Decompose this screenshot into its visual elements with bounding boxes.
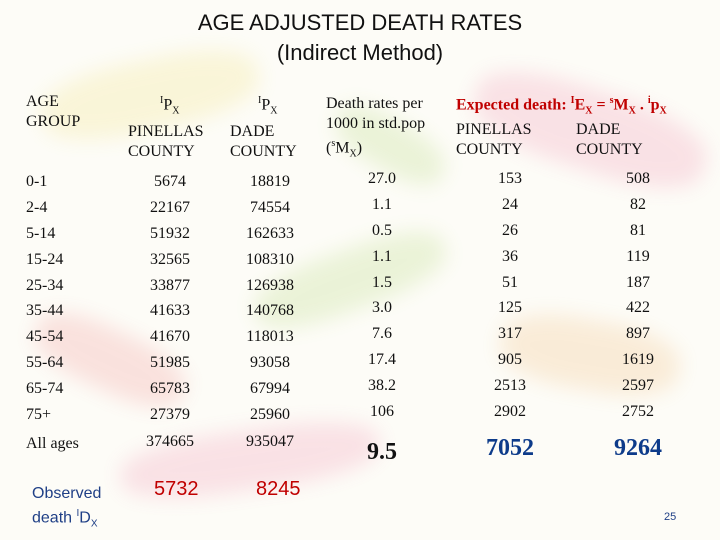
all-ages-label: All ages <box>26 435 79 452</box>
pinellas-expected-cell: 24 <box>502 195 518 213</box>
pinellas-pop-cell: 41633 <box>150 302 190 320</box>
age-group-cell: 55-64 <box>26 354 64 372</box>
std-rate-cell: 106 <box>370 403 394 421</box>
pinellas-pop-total: 374665 <box>146 433 194 450</box>
dade-pop-cell: 67994 <box>250 380 290 398</box>
pinellas-expected-cell: 26 <box>502 221 518 239</box>
dade-expected-cell: 1619 <box>622 351 654 369</box>
pinellas-expected-cell: 2902 <box>494 403 526 421</box>
pinellas-pop-cell: 65783 <box>150 380 190 398</box>
dade-expected-cell: 897 <box>626 325 650 343</box>
dade-expected-cell: 2752 <box>622 403 654 421</box>
pinellas-pop-symbol: IPX <box>160 95 180 117</box>
pinellas-expected-cell: 317 <box>498 325 522 343</box>
std-rate-cell: 17.4 <box>368 351 396 369</box>
pinellas-expected-cell: 51 <box>502 273 518 291</box>
age-group-column: 0-1 2-4 5-14 15-24 25-34 35-44 45-54 55-… <box>26 169 106 428</box>
dade-expected-column: 508 82 81 119 187 422 897 1619 2597 2752 <box>598 166 678 425</box>
dade-expected-header: DADE COUNTY <box>576 121 643 158</box>
slide-title: AGE ADJUSTED DEATH RATES (Indirect Metho… <box>0 8 720 68</box>
std-rate-cell: 1.1 <box>372 247 392 265</box>
title-line-2: (Indirect Method) <box>276 40 444 65</box>
std-rate-cell: 1.1 <box>372 195 392 213</box>
pinellas-pop-cell: 51985 <box>150 354 190 372</box>
std-rate-column: 27.0 1.1 0.5 1.1 1.5 3.0 7.6 17.4 38.2 1… <box>342 166 422 425</box>
dade-pop-cell: 140768 <box>246 302 294 320</box>
std-rate-cell: 38.2 <box>368 377 396 395</box>
pinellas-expected-cell: 153 <box>498 170 522 187</box>
dade-expected-cell: 82 <box>630 195 646 213</box>
dade-pop-cell: 126938 <box>246 276 294 294</box>
pinellas-pop-cell: 5674 <box>154 173 186 190</box>
pinellas-pop-cell: 51932 <box>150 224 190 242</box>
pinellas-pop-cell: 27379 <box>150 406 190 424</box>
age-group-cell: 65-74 <box>26 380 64 398</box>
pinellas-observed-death: 5732 <box>154 478 199 500</box>
std-rate-cell: 7.6 <box>372 325 392 343</box>
dade-expected-cell: 81 <box>630 221 646 239</box>
dade-observed-death: 8245 <box>256 478 301 500</box>
pinellas-expected-cell: 2513 <box>494 377 526 395</box>
dade-expected-cell: 2597 <box>622 377 654 395</box>
death-rates-header: Death rates per 1000 in std.pop (sMX) <box>326 95 426 160</box>
title-line-1: AGE ADJUSTED DEATH RATES <box>197 10 523 35</box>
pinellas-county-header: PINELLAS COUNTY <box>128 123 204 160</box>
expected-death-header: Expected death: IEX = sMX . ipX <box>456 95 667 117</box>
dade-expected-cell: 422 <box>626 299 650 317</box>
dade-pop-cell: 18819 <box>250 173 290 190</box>
age-group-cell: 0-1 <box>26 173 48 190</box>
dade-expected-total: 9264 <box>614 435 662 461</box>
dade-expected-cell: 119 <box>626 247 650 265</box>
std-rate-total: 9.5 <box>367 439 397 465</box>
age-group-cell: 25-34 <box>26 276 64 294</box>
dade-pop-cell: 118013 <box>246 328 294 346</box>
age-group-cell: 75+ <box>26 406 52 424</box>
std-rate-cell: 27.0 <box>368 170 396 187</box>
pinellas-pop-column: 5674 22167 51932 32565 33877 41633 41670… <box>130 169 210 428</box>
pinellas-expected-header: PINELLAS COUNTY <box>456 121 532 158</box>
pinellas-expected-cell: 36 <box>502 247 518 265</box>
dade-pop-total: 935047 <box>246 433 294 450</box>
dade-pop-cell: 74554 <box>250 198 290 216</box>
age-group-header: AGE GROUP <box>26 93 81 130</box>
pinellas-pop-cell: 22167 <box>150 198 190 216</box>
age-group-cell: 15-24 <box>26 250 64 268</box>
age-group-cell: 35-44 <box>26 302 64 320</box>
pinellas-expected-cell: 125 <box>498 299 522 317</box>
age-group-cell: 5-14 <box>26 224 56 242</box>
pinellas-pop-cell: 33877 <box>150 276 190 294</box>
std-rate-cell: 3.0 <box>372 299 392 317</box>
dade-pop-cell: 25960 <box>250 406 290 424</box>
pinellas-expected-total: 7052 <box>486 435 534 461</box>
page-number: 25 <box>664 511 677 523</box>
age-group-cell: 45-54 <box>26 328 64 346</box>
pinellas-expected-column: 153 24 26 36 51 125 317 905 2513 2902 <box>470 166 550 425</box>
dade-county-header: DADE COUNTY <box>230 123 297 160</box>
observed-death-label: Observed death IDX <box>32 485 102 530</box>
std-rate-cell: 0.5 <box>372 221 392 239</box>
pinellas-pop-cell: 32565 <box>150 250 190 268</box>
dade-expected-cell: 187 <box>626 273 650 291</box>
pinellas-expected-cell: 905 <box>498 351 522 369</box>
dade-pop-symbol: IPX <box>258 95 278 117</box>
pinellas-pop-cell: 41670 <box>150 328 190 346</box>
dade-pop-column: 18819 74554 162633 108310 126938 140768 … <box>228 169 312 428</box>
dade-expected-cell: 508 <box>626 170 650 187</box>
dade-pop-cell: 162633 <box>246 224 294 242</box>
dade-pop-cell: 93058 <box>250 354 290 372</box>
std-rate-cell: 1.5 <box>372 273 392 291</box>
age-group-cell: 2-4 <box>26 198 48 216</box>
dade-pop-cell: 108310 <box>246 250 294 268</box>
